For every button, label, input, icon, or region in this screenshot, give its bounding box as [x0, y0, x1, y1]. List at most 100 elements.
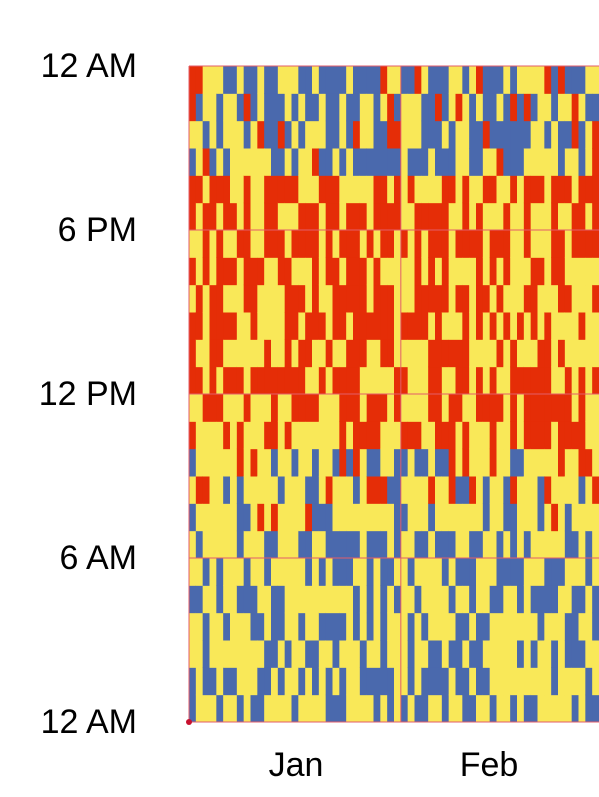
heatmap-cell [305, 585, 313, 614]
heatmap-cell [421, 339, 429, 368]
heatmap-cell [455, 694, 463, 723]
heatmap-cell [202, 694, 210, 723]
heatmap-cell [387, 202, 395, 231]
heatmap-cell [585, 366, 593, 395]
heatmap-cell [394, 312, 402, 340]
heatmap-cell [312, 503, 320, 532]
heatmap-cell [312, 202, 320, 231]
heatmap-cell [462, 448, 470, 477]
heatmap-cell [503, 93, 511, 122]
heatmap-cell [462, 640, 470, 668]
heatmap-cell [298, 148, 306, 176]
heatmap-cell [243, 612, 251, 641]
heatmap-cell [482, 530, 491, 559]
heatmap-cell [441, 530, 450, 559]
heatmap-cell [202, 476, 210, 504]
heatmap-cell [414, 202, 422, 231]
heatmap-cell [435, 530, 443, 559]
heatmap-cell [216, 503, 224, 532]
heatmap-cell [284, 366, 292, 395]
heatmap-cell [230, 230, 238, 258]
heatmap-cell [441, 448, 450, 477]
heatmap-cell [510, 312, 518, 340]
heatmap-cell [284, 612, 292, 641]
heatmap-cell [325, 667, 333, 696]
heatmap-cell [428, 175, 436, 204]
heatmap-cell [257, 558, 265, 586]
heatmap-cell [202, 257, 210, 286]
heatmap-cell [366, 120, 374, 149]
heatmap-cell [394, 202, 402, 231]
heatmap-cell [312, 339, 320, 368]
heatmap-cell [277, 284, 286, 313]
heatmap-cell [523, 93, 532, 122]
heatmap-cell [558, 202, 566, 231]
heatmap-cell [380, 394, 388, 422]
heatmap-cell [510, 257, 518, 286]
heatmap-cell [366, 66, 374, 94]
heatmap-cell [496, 421, 504, 450]
heatmap-cell [400, 175, 409, 204]
heatmap-cell [462, 202, 470, 231]
heatmap-cell [380, 202, 388, 231]
heatmap-cell [537, 202, 545, 231]
heatmap-cell [489, 640, 497, 668]
heatmap-cell [462, 585, 470, 614]
heatmap-cell [517, 421, 525, 450]
heatmap-cell [271, 148, 279, 176]
heatmap-cell [373, 503, 381, 532]
heatmap-cell [455, 503, 463, 532]
heatmap-cell [510, 640, 518, 668]
heatmap-cell [230, 448, 238, 477]
heatmap-cell [585, 230, 593, 258]
heatmap-cell [558, 120, 566, 149]
heatmap-cell [346, 175, 354, 204]
heatmap-cell [558, 640, 566, 668]
heatmap-cell [189, 202, 197, 231]
heatmap-cell [421, 202, 429, 231]
heatmap-cell [455, 202, 463, 231]
heatmap-cell [414, 66, 422, 94]
heatmap-cell [564, 448, 573, 477]
heatmap-cell [271, 612, 279, 641]
heatmap-cell [298, 394, 306, 422]
heatmap-cell [503, 202, 511, 231]
heatmap-cell [414, 339, 422, 368]
heatmap-cell [469, 148, 477, 176]
heatmap-cell [277, 612, 286, 641]
heatmap-cell [243, 230, 251, 258]
heatmap-cell [339, 366, 347, 395]
heatmap-cell [448, 585, 456, 614]
heatmap-cell [407, 476, 415, 504]
heatmap-cell [264, 230, 272, 258]
heatmap-cell [441, 257, 450, 286]
heatmap-cell [476, 667, 484, 696]
heatmap-cell [305, 530, 313, 559]
heatmap-cell [421, 284, 429, 313]
heatmap-cell [592, 202, 599, 231]
heatmap-cell [435, 66, 443, 94]
heatmap-cell [257, 312, 265, 340]
heatmap-cell [250, 394, 258, 422]
heatmap-cell [209, 148, 217, 176]
heatmap-cell [592, 284, 599, 313]
heatmap-cell [298, 202, 306, 231]
heatmap-cell [476, 257, 484, 286]
heatmap-cell [469, 230, 477, 258]
heatmap-cell [496, 366, 504, 395]
heatmap-cell [530, 230, 538, 258]
heatmap-cell [277, 366, 286, 395]
heatmap-cell [353, 640, 361, 668]
heatmap-cell [277, 448, 286, 477]
heatmap-cell [264, 339, 272, 368]
heatmap-cell [366, 284, 374, 313]
heatmap-cell [503, 284, 511, 313]
heatmap-cell [305, 202, 313, 231]
heatmap-cell [414, 694, 422, 723]
heatmap-cell [585, 312, 593, 340]
heatmap-cell [209, 66, 217, 94]
heatmap-cell [428, 120, 436, 149]
heatmap-cell [359, 66, 368, 94]
heatmap-cell [291, 339, 299, 368]
heatmap-cell [482, 284, 491, 313]
